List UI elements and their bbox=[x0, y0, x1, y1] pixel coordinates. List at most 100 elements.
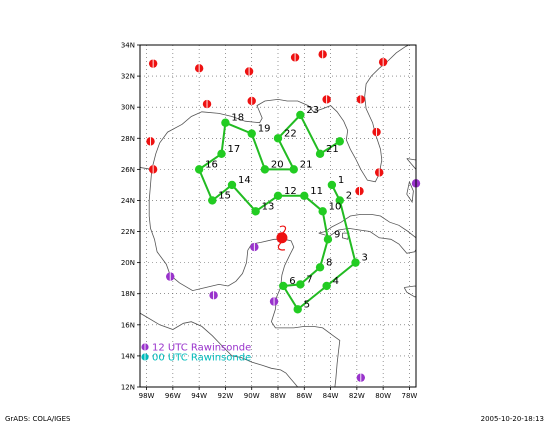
flight-point bbox=[273, 134, 283, 143]
flight-point bbox=[315, 149, 325, 159]
storm-center bbox=[276, 232, 288, 244]
lat-tick-label: 22N bbox=[121, 228, 135, 236]
lat-tick-label: 14N bbox=[121, 352, 135, 360]
flight-point bbox=[327, 180, 337, 190]
lat-tick-label: 30N bbox=[121, 104, 135, 112]
flight-point-label: 17 bbox=[227, 144, 240, 155]
rawinsonde-station bbox=[290, 53, 300, 62]
legend-item: 00 UTC Rawinsonde bbox=[141, 353, 251, 364]
lat-tick-label: 28N bbox=[121, 135, 135, 143]
flight-point-label: 5 bbox=[304, 299, 310, 310]
rawinsonde-station bbox=[202, 99, 212, 109]
lat-tick-label: 16N bbox=[121, 321, 135, 329]
rawinsonde-station bbox=[148, 59, 158, 68]
flight-point bbox=[221, 118, 230, 127]
flight-point bbox=[251, 207, 260, 216]
coastline-segment bbox=[140, 45, 410, 183]
flight-point bbox=[217, 149, 226, 159]
legend-label: 12 UTC Rawinsonde bbox=[152, 343, 251, 354]
rawinsonde-station-12utc bbox=[250, 242, 259, 252]
coastline-segment bbox=[403, 285, 416, 298]
lat-tick-label: 24N bbox=[121, 197, 135, 205]
rawinsonde-station bbox=[244, 67, 254, 76]
coastline-segment bbox=[342, 232, 350, 240]
flight-point-label: 16 bbox=[205, 159, 218, 170]
rawinsonde-station-12utc bbox=[356, 373, 365, 382]
lon-tick-label: 80W bbox=[375, 392, 391, 400]
flight-point bbox=[323, 235, 333, 244]
flight-point-label: 12 bbox=[284, 186, 297, 197]
rawinsonde-station bbox=[355, 186, 364, 196]
flight-point bbox=[273, 191, 283, 200]
flight-point-label: 22 bbox=[284, 128, 297, 139]
lon-tick-label: 94W bbox=[191, 392, 207, 400]
lat-lon-grid bbox=[140, 45, 416, 387]
rawinsonde-station-12utc bbox=[269, 297, 279, 306]
rawinsonde-station bbox=[318, 50, 327, 59]
rawinsonde-station bbox=[148, 165, 158, 174]
flight-point-label: 20 bbox=[271, 159, 284, 170]
flight-point bbox=[315, 263, 325, 272]
flight-point bbox=[293, 305, 302, 314]
flight-point bbox=[335, 137, 344, 146]
rawinsonde-station bbox=[322, 95, 331, 104]
lat-tick-label: 18N bbox=[121, 290, 135, 298]
lon-tick-label: 96W bbox=[165, 392, 181, 400]
coastline-segment bbox=[318, 214, 416, 254]
flight-point-label: 10 bbox=[329, 201, 342, 212]
rawinsonde-station bbox=[378, 57, 388, 67]
flight-point bbox=[318, 207, 327, 216]
flight-point-label: 6 bbox=[289, 276, 295, 287]
lat-tick-label: 34N bbox=[121, 42, 135, 50]
lon-tick-label: 88W bbox=[270, 392, 286, 400]
hurricane-symbol bbox=[276, 225, 288, 251]
lat-tick-label: 12N bbox=[121, 384, 135, 392]
flight-point-label: 7 bbox=[306, 274, 312, 285]
storm-arm bbox=[279, 225, 287, 234]
flight-point-label: 3 bbox=[362, 253, 368, 264]
coastline-segment bbox=[140, 312, 299, 387]
coastline-segment bbox=[406, 158, 416, 170]
flight-point bbox=[296, 110, 305, 120]
flight-point-label: 23 bbox=[306, 105, 319, 116]
rawinsonde-station bbox=[247, 96, 256, 106]
lat-tick-label: 26N bbox=[121, 166, 135, 174]
rawinsonde-station bbox=[372, 127, 381, 137]
flight-point bbox=[289, 165, 298, 174]
flight-point bbox=[322, 281, 331, 291]
flight-point bbox=[279, 281, 288, 291]
flight-point-label: 1 bbox=[338, 175, 344, 186]
lon-tick-label: 84W bbox=[323, 392, 339, 400]
flight-point bbox=[335, 196, 344, 205]
rawinsonde-station-12utc bbox=[209, 291, 218, 300]
flight-point-label: 4 bbox=[333, 276, 339, 287]
flight-point-label: 11 bbox=[310, 186, 323, 197]
lat-tick-label: 20N bbox=[121, 259, 135, 267]
footer-credit: GrADS: COLA/IGES bbox=[5, 415, 71, 423]
flight-point-label: 19 bbox=[258, 124, 271, 135]
lon-tick-label: 92W bbox=[218, 392, 234, 400]
flight-point-label: 14 bbox=[238, 175, 251, 186]
flight-point-label: 2 bbox=[346, 190, 352, 201]
flight-point-label: 15 bbox=[218, 190, 231, 201]
flight-point bbox=[194, 165, 204, 174]
lat-tick-label: 32N bbox=[121, 73, 135, 81]
rawinsonde-stations bbox=[146, 50, 421, 382]
lon-tick-label: 82W bbox=[349, 392, 365, 400]
legend-label: 00 UTC Rawinsonde bbox=[152, 353, 251, 364]
rawinsonde-station-12utc bbox=[166, 272, 175, 281]
flight-point bbox=[351, 258, 360, 267]
rawinsonde-station bbox=[146, 137, 155, 146]
flight-point-label: 9 bbox=[334, 229, 340, 240]
flight-point bbox=[247, 129, 256, 138]
rawinsonde-station bbox=[356, 95, 365, 104]
flight-point-label: 13 bbox=[262, 201, 275, 212]
flight-point-label: 21 bbox=[300, 159, 313, 170]
flight-point bbox=[227, 180, 237, 190]
lon-tick-label: 86W bbox=[296, 392, 312, 400]
rawinsonde-station bbox=[194, 64, 204, 73]
legend-item: 12 UTC Rawinsonde bbox=[141, 343, 251, 354]
